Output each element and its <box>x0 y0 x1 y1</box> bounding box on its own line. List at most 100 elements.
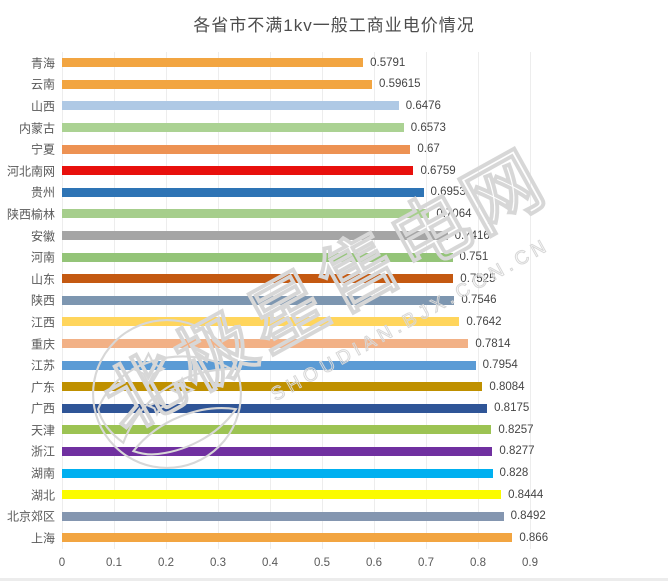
bar <box>62 446 493 456</box>
bar <box>62 468 493 478</box>
chart-row: 天津 0.8257 <box>31 419 534 441</box>
bar <box>62 403 488 413</box>
gridline <box>478 52 479 549</box>
chart-row: 陕西榆林 0.7064 <box>7 203 530 225</box>
value-label: 0.7642 <box>466 315 502 328</box>
category-label: 云南 <box>30 77 55 92</box>
bar <box>62 382 483 392</box>
value-label: 0.8277 <box>499 445 535 458</box>
bar <box>62 511 504 521</box>
x-tick-label: 0.6 <box>365 556 382 569</box>
bar <box>62 144 411 154</box>
value-label: 0.866 <box>519 531 549 544</box>
value-label: 0.5791 <box>370 56 406 69</box>
category-label: 北京郊区 <box>6 509 55 524</box>
x-tick-label: 0 <box>58 556 66 569</box>
chart-row: 河北南网 0.6759 <box>7 160 530 182</box>
x-tick-label: 0.5 <box>314 556 330 569</box>
chart-row: 安徽 0.7416 <box>31 225 530 247</box>
value-label: 0.8492 <box>510 510 546 523</box>
chart-row: 湖南 0.828 <box>31 462 530 484</box>
bar <box>62 490 502 500</box>
category-label: 江西 <box>30 315 55 330</box>
chart-row: 广西 0.8175 <box>31 398 530 420</box>
chart-row: 北京郊区 0.8492 <box>7 505 546 527</box>
value-label: 0.67 <box>417 143 440 156</box>
category-label: 江苏 <box>30 358 55 373</box>
category-label: 河南 <box>30 250 55 265</box>
value-label: 0.59615 <box>378 78 421 91</box>
category-label: 山西 <box>30 99 55 114</box>
plot-area: 青海 0.5791 云南 0.59615 山西 0.6476 内蒙古 0.6573 宁夏 0.67… <box>7 52 548 577</box>
category-label: 湖南 <box>30 466 55 481</box>
bar <box>62 252 453 262</box>
category-label: 广东 <box>30 380 55 395</box>
category-label: 陕西 <box>30 293 55 308</box>
value-label: 0.7525 <box>460 272 496 285</box>
x-tick-label: 0.4 <box>262 556 278 569</box>
value-label: 0.828 <box>499 467 529 480</box>
value-label: 0.6573 <box>410 121 446 134</box>
chart-row: 江苏 0.7954 <box>31 354 530 376</box>
x-tick-label: 0.1 <box>106 556 122 569</box>
category-label: 贵州 <box>30 185 55 200</box>
x-tick-label: 0.7 <box>418 556 434 569</box>
chart-row: 浙江 0.8277 <box>31 441 535 463</box>
category-label: 安徽 <box>30 229 55 244</box>
bar <box>62 58 364 68</box>
value-label: 0.8175 <box>494 402 530 415</box>
category-label: 宁夏 <box>30 142 55 157</box>
chart-row: 江西 0.7642 <box>31 311 530 333</box>
category-label: 青海 <box>30 56 55 71</box>
x-tick-label: 0.2 <box>158 556 174 569</box>
category-label: 河北南网 <box>6 164 55 179</box>
chart-row: 重庆 0.7814 <box>31 333 530 355</box>
value-label: 0.751 <box>459 251 489 264</box>
x-axis: 0 0.1 0.2 0.3 0.4 0.5 0.6 0.7 0.8 0.9 <box>58 556 538 577</box>
category-label: 陕西榆林 <box>6 207 55 222</box>
chart-row: 青海 0.5791 <box>31 52 530 74</box>
gridline <box>530 52 531 549</box>
chart-title: 各省市不满1kv一般工商业电价情况 <box>193 16 475 35</box>
value-label: 0.7814 <box>475 337 511 350</box>
value-label: 0.8257 <box>498 423 534 436</box>
category-label: 浙江 <box>30 444 55 459</box>
category-label: 内蒙古 <box>18 121 55 136</box>
x-tick-label: 0.3 <box>209 556 226 569</box>
value-label: 0.6759 <box>420 164 456 177</box>
bar <box>62 317 460 327</box>
bar <box>62 274 454 284</box>
category-label: 湖北 <box>30 488 55 503</box>
bar <box>62 533 513 543</box>
bar-rows: 青海 0.5791 云南 0.59615 山西 0.6476 内蒙古 0.6573 宁夏 0.67… <box>7 52 548 549</box>
value-label: 0.7954 <box>482 359 518 372</box>
value-label: 0.7064 <box>436 207 472 220</box>
x-tick-label: 0.8 <box>470 556 486 569</box>
chart-row: 广东 0.8084 <box>31 376 530 398</box>
chart-row: 湖北 0.8444 <box>31 484 543 506</box>
bar <box>62 339 469 349</box>
chart-row: 上海 0.866 <box>31 527 548 549</box>
bar <box>62 425 492 435</box>
chart-row: 云南 0.59615 <box>31 74 530 96</box>
chart-row: 山西 0.6476 <box>31 95 530 117</box>
bar <box>62 123 404 133</box>
chart-row: 宁夏 0.67 <box>31 138 530 160</box>
bar <box>62 360 476 370</box>
value-label: 0.7416 <box>454 229 490 242</box>
category-label: 广西 <box>30 401 55 416</box>
chart-row: 河南 0.751 <box>31 246 530 268</box>
value-label: 0.7546 <box>461 294 497 307</box>
chart-row: 陕西 0.7546 <box>31 290 530 312</box>
category-label: 山东 <box>30 272 55 287</box>
bar <box>62 209 430 219</box>
category-label: 天津 <box>30 423 55 438</box>
category-label: 重庆 <box>30 337 55 352</box>
value-label: 0.8084 <box>489 380 525 393</box>
bar <box>62 79 372 89</box>
bar <box>62 231 448 241</box>
bar <box>62 166 414 176</box>
chart-row: 内蒙古 0.6573 <box>19 117 530 139</box>
value-label: 0.8444 <box>508 488 544 501</box>
